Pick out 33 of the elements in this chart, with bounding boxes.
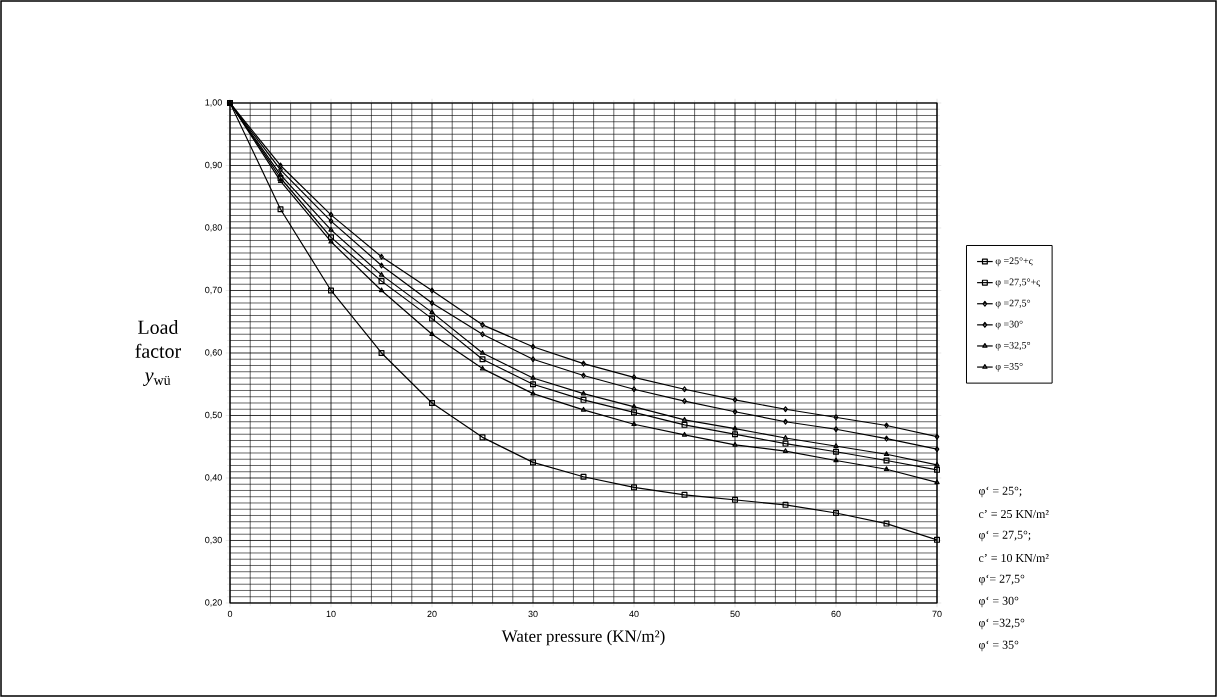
x-tick-label: 50	[730, 610, 740, 618]
x-axis-title: Water pressure (KN/m²)	[501, 629, 665, 646]
text: φ‘ = 35°	[978, 640, 1019, 652]
y-tick-label: 0,50	[205, 411, 222, 420]
x-tick-label: 40	[629, 610, 639, 618]
y-tick-label: 0,60	[205, 349, 222, 357]
text: c’ = 10 KN/m²	[978, 553, 1049, 563]
legend-label: φ =25°+ς	[995, 257, 1033, 267]
text: φ‘ =32,5°	[978, 618, 1025, 630]
legend-label: φ =27,5°	[995, 299, 1031, 309]
y-axis-title: Load factor y$_{wü}$	[135, 320, 181, 386]
x-tick-label: 30	[528, 610, 538, 618]
legend-label: φ =27,5°+ς	[995, 278, 1041, 288]
y-tick-label: 0,80	[205, 224, 222, 232]
x-tick-label: 70	[932, 610, 942, 618]
x-tick-label: 20	[427, 610, 437, 618]
text: c’ = 25 KN/m²	[978, 509, 1049, 519]
x-tick-label: 10	[326, 610, 336, 618]
y-tick-label: 0,40	[205, 474, 222, 482]
y-tick-label: 1,00	[205, 99, 222, 107]
y-tick-label: 0,30	[205, 536, 222, 545]
legend-label: φ =35°	[995, 363, 1023, 372]
y-tick-label: 0,20	[205, 599, 222, 607]
x-tick-label: 0	[227, 610, 233, 618]
text: φ‘ = 25°;	[978, 486, 1022, 498]
text: φ‘= 27,5°	[978, 574, 1025, 586]
y-tick-label: 0,70	[205, 286, 222, 295]
y-tick-label: 0,90	[205, 161, 222, 170]
legend-label: φ =32,5°	[995, 341, 1031, 351]
x-tick-label: 60	[831, 610, 841, 618]
text: φ‘ = 30°	[978, 596, 1019, 608]
legend-label: φ =30°	[995, 320, 1023, 330]
text: φ‘ = 27,5°;	[978, 530, 1031, 542]
